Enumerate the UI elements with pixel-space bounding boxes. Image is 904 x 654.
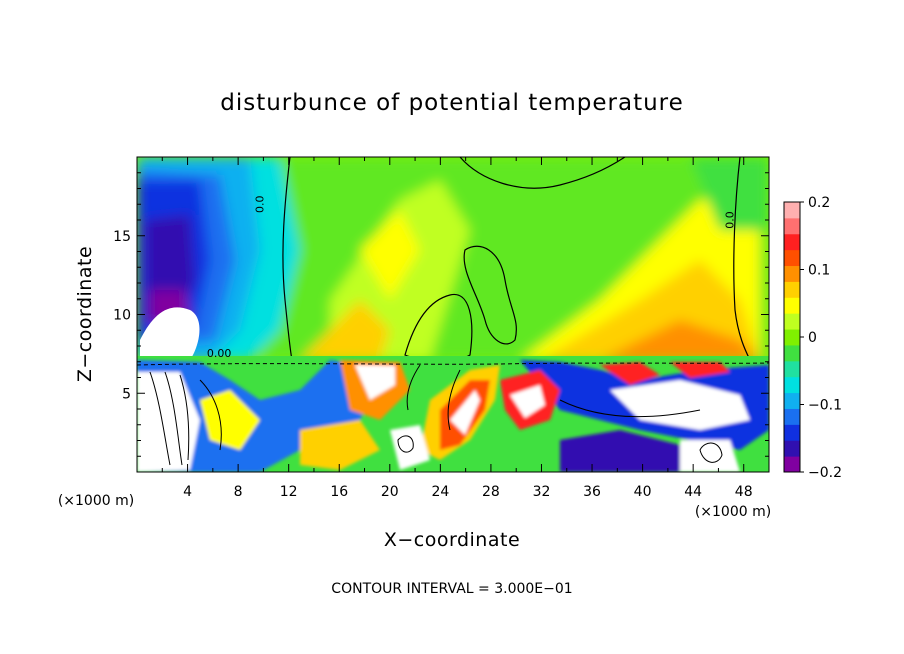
colorbar-cell [784, 202, 800, 219]
contour-lower [137, 362, 769, 466]
x-tick-label: 44 [684, 484, 702, 500]
y-tick-label: 15 [113, 229, 131, 245]
colorbar-tick-label: 0 [808, 330, 817, 346]
x-unit-right: (×1000 m) [695, 504, 771, 520]
x-axis-label: X−coordinate [384, 529, 520, 551]
contour-interval-note: CONTOUR INTERVAL = 3.000E−01 [331, 581, 572, 597]
contour-upper [404, 293, 473, 360]
colorbar-cell [784, 217, 800, 235]
colorbar-cell [784, 265, 800, 282]
colorbar-cells [784, 202, 800, 473]
x-tick-label: 16 [330, 484, 348, 500]
contour-label: 0.00 [207, 347, 232, 360]
colorbar-cell [784, 408, 800, 425]
colorbar-tick-label: 0.1 [808, 263, 830, 279]
y-tick-label: 10 [113, 308, 131, 324]
contour-upper [282, 157, 293, 360]
contour-labels: 0.0 0.0 0.00 [207, 196, 737, 361]
contour-label: 0.0 [253, 196, 266, 214]
x-tick-label: 36 [583, 484, 601, 500]
x-tick-label: 28 [482, 484, 500, 500]
colorbar-cell [784, 249, 800, 267]
x-tick-label: 12 [280, 484, 298, 500]
contour-upper [463, 245, 517, 345]
chart-title: disturbunce of potential temperature [220, 90, 684, 116]
x-tick-label: 24 [431, 484, 449, 500]
colorbar-cell [784, 329, 800, 346]
x-tick-label: 40 [634, 484, 652, 500]
x-tick-label: 8 [234, 484, 243, 500]
x-unit-left: (×1000 m) [58, 493, 134, 509]
colorbar-cell [784, 297, 800, 314]
contour-label: 0.0 [724, 211, 737, 229]
colorbar-cell [784, 424, 800, 441]
colorbar-tick-label: −0.2 [808, 465, 842, 481]
colorbar-cell [784, 281, 800, 298]
x-axis: 4 8 12 16 20 24 28 32 36 40 44 48 [161, 157, 753, 500]
colorbar-cell [784, 344, 800, 362]
y-axis-label: Z−coordinate [74, 246, 96, 382]
colorbar: 0.2 0.1 0 −0.1 −0.2 [783, 195, 842, 481]
colorbar-cell [784, 392, 800, 409]
colorbar-ticks: 0.2 0.1 0 −0.1 −0.2 [800, 195, 842, 481]
y-axis: 5 10 15 [113, 172, 769, 457]
contour-upper [459, 157, 626, 189]
upper-field [137, 157, 769, 360]
colorbar-cell [784, 440, 800, 457]
colorbar-cell [784, 313, 800, 330]
lower-field [137, 356, 769, 472]
colorbar-tick-label: 0.2 [808, 195, 830, 211]
colorbar-cell [784, 233, 800, 251]
colorbar-cell [784, 456, 800, 473]
colorbar-cell [784, 376, 800, 394]
x-tick-label: 32 [533, 484, 551, 500]
y-tick-label: 5 [122, 386, 131, 402]
x-tick-label: 20 [381, 484, 399, 500]
contour-upper [733, 157, 751, 360]
colorbar-tick-label: −0.1 [808, 398, 842, 414]
colorbar-cell [784, 360, 800, 378]
x-tick-label: 48 [735, 484, 753, 500]
x-tick-label: 4 [183, 484, 192, 500]
